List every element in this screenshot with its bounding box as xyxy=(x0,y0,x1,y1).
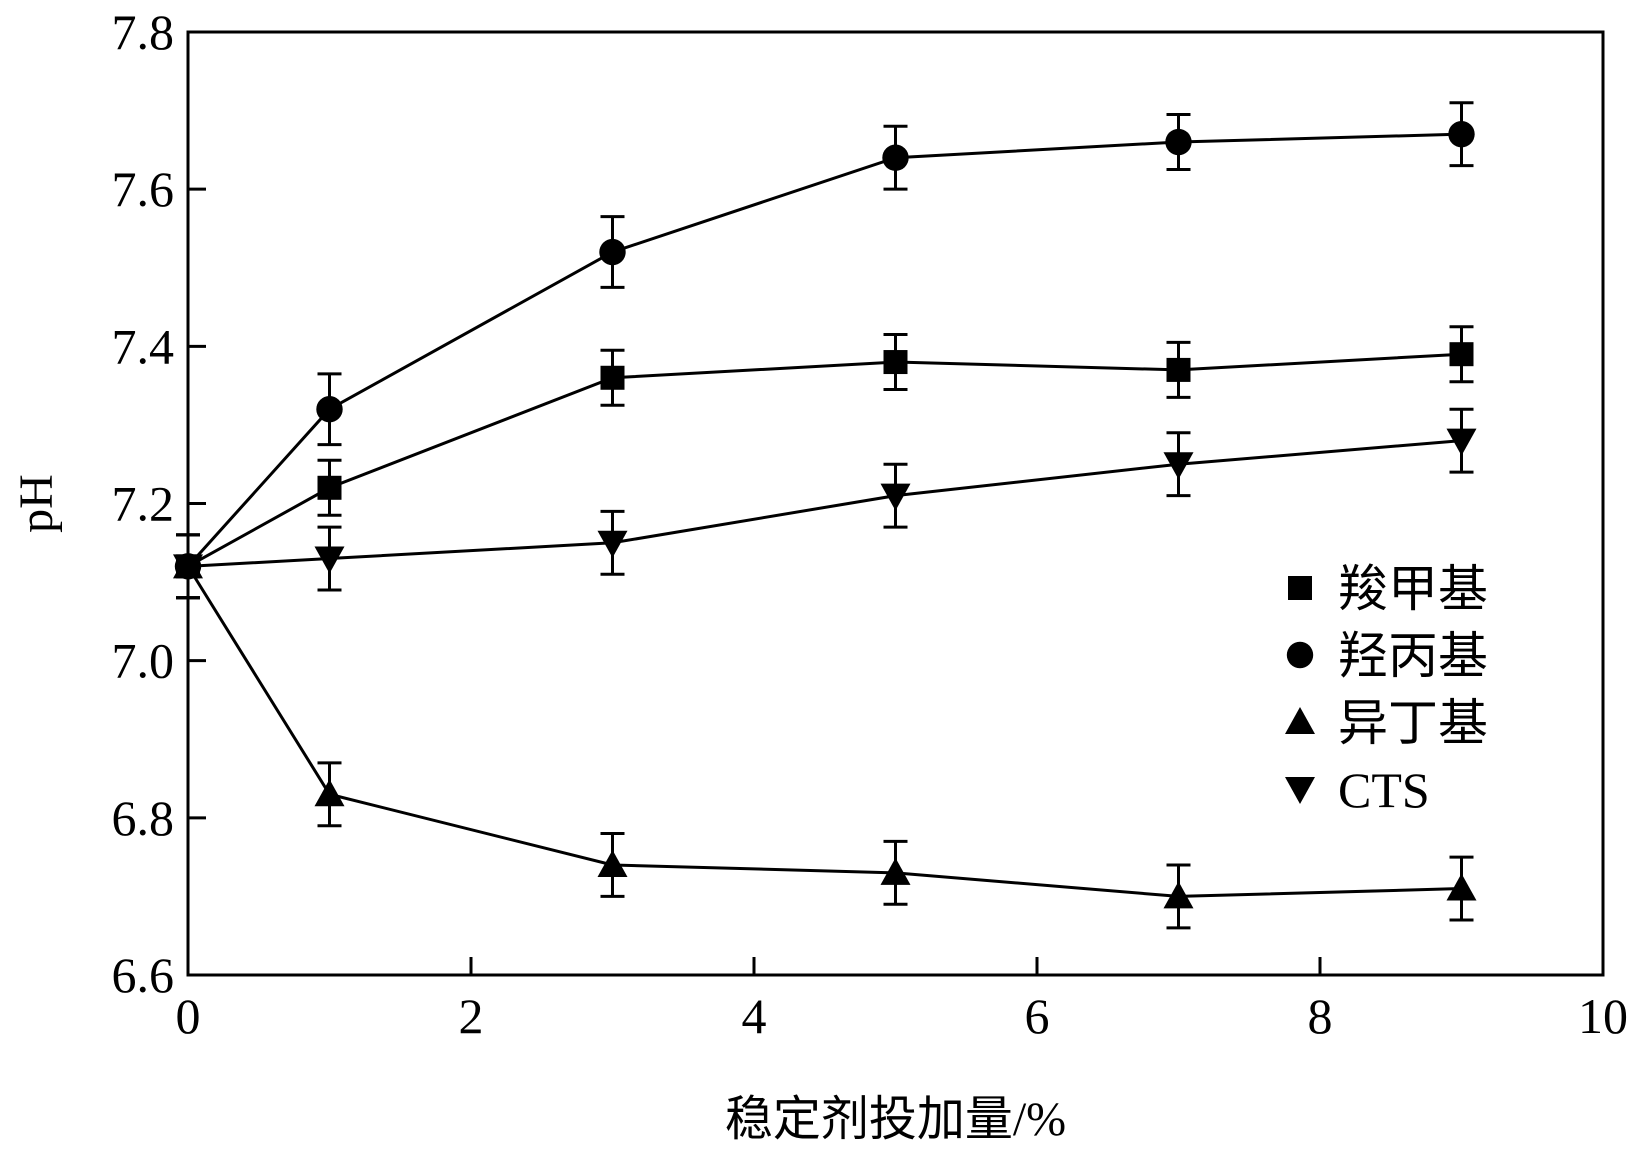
data-point xyxy=(597,530,628,558)
x-tick-label: 6 xyxy=(1025,988,1050,1044)
y-tick-label: 6.8 xyxy=(112,790,175,846)
legend-item: 羧甲基 xyxy=(1288,561,1488,617)
x-tick-label: 4 xyxy=(742,988,767,1044)
data-point xyxy=(883,350,908,375)
y-tick-label: 7.2 xyxy=(112,476,175,532)
plot-frame xyxy=(186,30,1605,977)
y-tick-label: 7.0 xyxy=(112,633,175,689)
series-line xyxy=(186,565,1462,898)
series-line xyxy=(187,352,1462,568)
data-point xyxy=(880,483,911,511)
tick-labels: 0 2 4 6 8 10 6.6 6.8 7.0 7.2 7.4 7.6 7.8 xyxy=(112,4,1629,1044)
series-group xyxy=(173,101,1477,930)
data-point xyxy=(314,779,345,807)
y-tick-label: 7.6 xyxy=(112,161,175,217)
x-tick-label: 10 xyxy=(1578,988,1628,1044)
data-point xyxy=(882,144,909,171)
data-point xyxy=(1446,428,1477,456)
y-tick-label: 6.6 xyxy=(112,947,175,1003)
legend-label: 羧甲基 xyxy=(1338,561,1488,617)
series-circle xyxy=(174,101,1475,600)
legend-item: 异丁基 xyxy=(1285,695,1488,751)
series-triangle-down xyxy=(173,407,1477,600)
x-tick-label: 0 xyxy=(176,988,201,1044)
data-point xyxy=(1448,120,1475,148)
data-point xyxy=(597,849,628,877)
data-point xyxy=(314,546,345,574)
x-tick-label: 2 xyxy=(459,988,484,1044)
data-point xyxy=(1446,873,1477,901)
legend-label: CTS xyxy=(1338,762,1430,818)
y-tick-label: 7.4 xyxy=(112,318,175,374)
data-point xyxy=(317,475,342,500)
legend-label: 羟丙基 xyxy=(1338,628,1488,684)
data-point xyxy=(1165,128,1192,156)
data-point xyxy=(1449,342,1474,367)
legend-item: 羟丙基 xyxy=(1286,628,1488,684)
data-point xyxy=(316,396,343,423)
series-line xyxy=(186,132,1462,568)
y-axis-title: pH xyxy=(10,474,63,533)
legend-marker xyxy=(1286,641,1314,669)
x-tick-label: 8 xyxy=(1308,988,1333,1044)
data-point xyxy=(880,857,911,885)
x-axis-title: 稳定剂投加量/% xyxy=(725,1093,1066,1146)
data-point xyxy=(1163,452,1194,480)
data-point xyxy=(1166,357,1191,382)
data-point xyxy=(599,238,626,266)
series-triangle-up xyxy=(173,533,1477,930)
legend-item: CTS xyxy=(1285,762,1430,818)
data-point xyxy=(1163,881,1194,909)
legend-label: 异丁基 xyxy=(1338,695,1488,751)
y-tick-label: 7.8 xyxy=(112,4,175,60)
series-line xyxy=(187,439,1462,568)
data-point xyxy=(600,365,625,390)
legend-marker xyxy=(1285,707,1315,734)
legend-marker xyxy=(1288,576,1312,600)
legend-marker xyxy=(1285,777,1315,804)
